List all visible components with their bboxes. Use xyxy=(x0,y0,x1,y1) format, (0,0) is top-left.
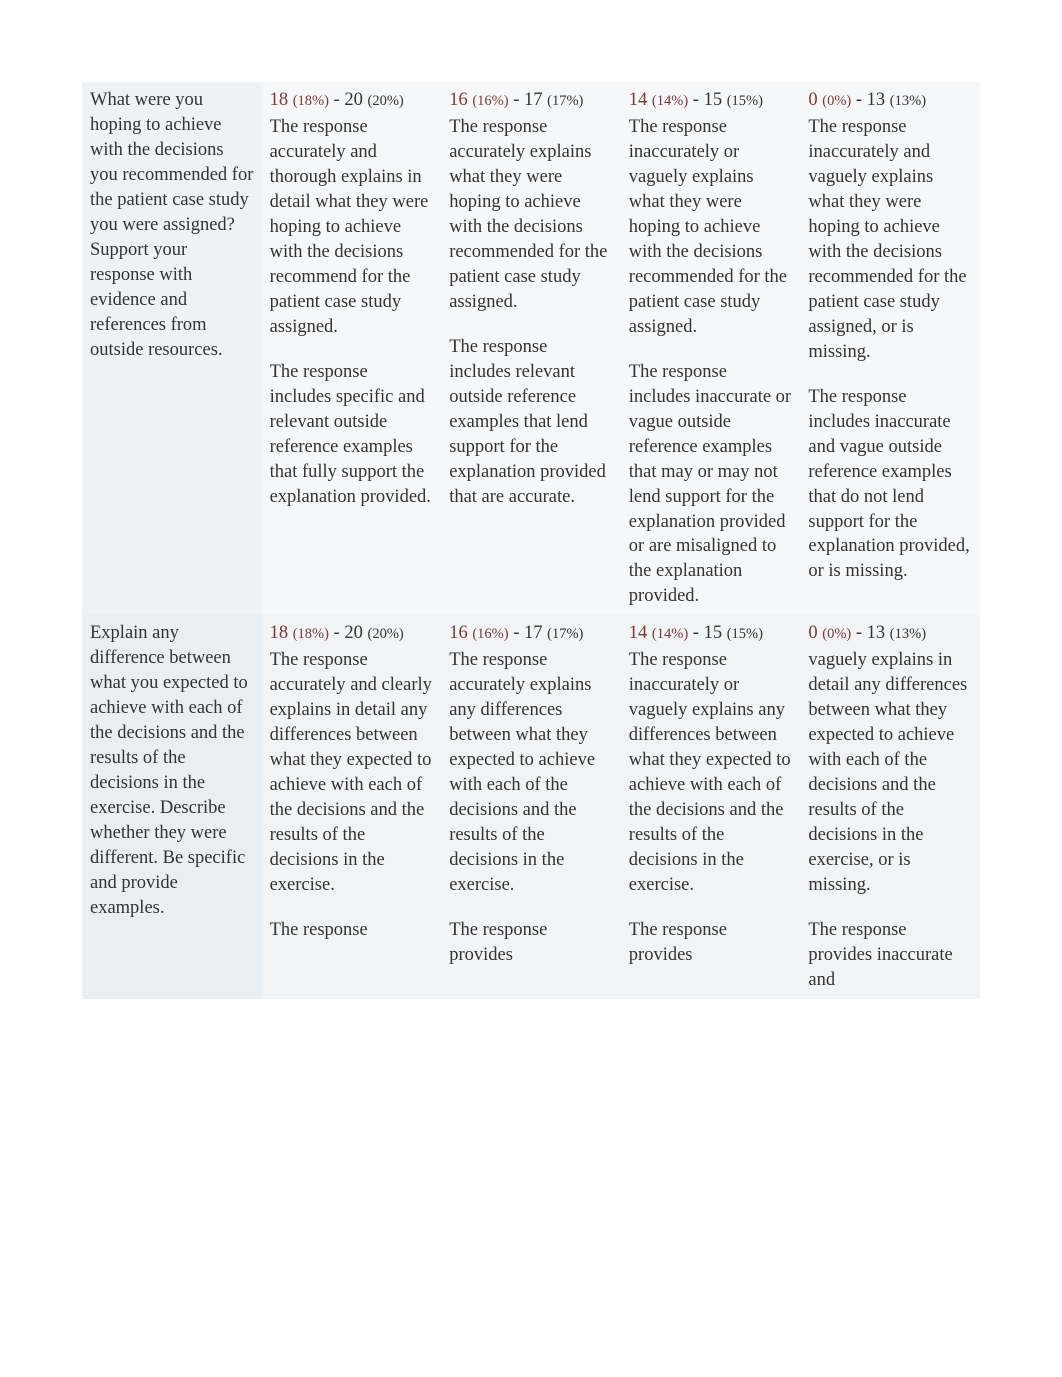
points-high-pct: (13%) xyxy=(890,626,926,642)
rubric-row: What were you hoping to achieve with the… xyxy=(82,82,980,615)
level-cell: 18 (18%) - 20 (20%)The response accurate… xyxy=(262,82,442,615)
description-paragraph: The response provides inaccurate and xyxy=(808,918,972,993)
points-low: 18 xyxy=(270,623,289,643)
level-cell: 18 (18%) - 20 (20%)The response accurate… xyxy=(262,615,442,999)
level-cell: 16 (16%) - 17 (17%)The response accurate… xyxy=(441,82,621,615)
description-paragraph: The response accurately and thorough exp… xyxy=(270,115,434,340)
description-paragraph: The response includes specific and relev… xyxy=(270,360,434,510)
points-low-pct: (16%) xyxy=(472,626,508,642)
score-range: 16 (16%) - 17 (17%) xyxy=(449,621,613,646)
points-high: 13 xyxy=(867,623,886,643)
points-low: 16 xyxy=(449,90,468,110)
range-dash: - xyxy=(851,623,866,643)
level-description: The response accurately explains any dif… xyxy=(449,648,613,968)
points-low: 0 xyxy=(808,90,817,110)
points-low: 0 xyxy=(808,623,817,643)
level-description: The response inaccurately or vaguely exp… xyxy=(629,115,793,609)
points-high: 15 xyxy=(704,623,723,643)
description-paragraph: The response accurately explains any dif… xyxy=(449,648,613,898)
criteria-cell: Explain any difference between what you … xyxy=(82,615,262,999)
score-range: 14 (14%) - 15 (15%) xyxy=(629,621,793,646)
points-high-pct: (20%) xyxy=(368,626,404,642)
description-paragraph: The response provides xyxy=(629,918,793,968)
level-description: The response inaccurately or vaguely exp… xyxy=(629,648,793,968)
points-low-pct: (18%) xyxy=(293,93,329,109)
points-high-pct: (17%) xyxy=(547,93,583,109)
level-description: vaguely explains in detail any differenc… xyxy=(808,648,972,993)
points-high: 13 xyxy=(867,90,886,110)
points-low-pct: (0%) xyxy=(822,626,851,642)
description-paragraph: The response accurately and clearly expl… xyxy=(270,648,434,898)
points-high: 17 xyxy=(524,90,543,110)
description-paragraph: The response inaccurately and vaguely ex… xyxy=(808,115,972,365)
points-low-pct: (18%) xyxy=(293,626,329,642)
score-range: 14 (14%) - 15 (15%) xyxy=(629,88,793,113)
points-low: 14 xyxy=(629,623,648,643)
level-description: The response accurately and clearly expl… xyxy=(270,648,434,943)
points-low: 18 xyxy=(270,90,289,110)
score-range: 0 (0%) - 13 (13%) xyxy=(808,621,972,646)
level-cell: 0 (0%) - 13 (13%)vaguely explains in det… xyxy=(800,615,980,999)
range-dash: - xyxy=(509,90,524,110)
rubric-row: Explain any difference between what you … xyxy=(82,615,980,999)
points-high-pct: (15%) xyxy=(727,93,763,109)
score-range: 18 (18%) - 20 (20%) xyxy=(270,88,434,113)
points-high-pct: (17%) xyxy=(547,626,583,642)
points-low-pct: (16%) xyxy=(472,93,508,109)
range-dash: - xyxy=(688,623,703,643)
points-high: 20 xyxy=(344,623,363,643)
score-range: 18 (18%) - 20 (20%) xyxy=(270,621,434,646)
points-low-pct: (14%) xyxy=(652,93,688,109)
description-paragraph: The response includes inaccurate and vag… xyxy=(808,385,972,585)
description-paragraph: The response inaccurately or vaguely exp… xyxy=(629,115,793,340)
points-low-pct: (14%) xyxy=(652,626,688,642)
points-high: 20 xyxy=(344,90,363,110)
level-description: The response inaccurately and vaguely ex… xyxy=(808,115,972,584)
level-cell: 16 (16%) - 17 (17%)The response accurate… xyxy=(441,615,621,999)
description-paragraph: The response inaccurately or vaguely exp… xyxy=(629,648,793,898)
level-cell: 0 (0%) - 13 (13%)The response inaccurate… xyxy=(800,82,980,615)
range-dash: - xyxy=(688,90,703,110)
description-paragraph: The response provides xyxy=(449,918,613,968)
rubric-table: What were you hoping to achieve with the… xyxy=(82,82,980,999)
points-high-pct: (15%) xyxy=(727,626,763,642)
level-description: The response accurately explains what th… xyxy=(449,115,613,510)
rubric-page: What were you hoping to achieve with the… xyxy=(0,0,1062,999)
description-paragraph: The response accurately explains what th… xyxy=(449,115,613,315)
level-cell: 14 (14%) - 15 (15%)The response inaccura… xyxy=(621,615,801,999)
range-dash: - xyxy=(329,623,344,643)
description-paragraph: The response includes inaccurate or vagu… xyxy=(629,360,793,610)
points-low: 14 xyxy=(629,90,648,110)
points-low: 16 xyxy=(449,623,468,643)
level-description: The response accurately and thorough exp… xyxy=(270,115,434,510)
score-range: 16 (16%) - 17 (17%) xyxy=(449,88,613,113)
criteria-cell: What were you hoping to achieve with the… xyxy=(82,82,262,615)
description-paragraph: The response xyxy=(270,918,434,943)
description-paragraph: vaguely explains in detail any differenc… xyxy=(808,648,972,898)
score-range: 0 (0%) - 13 (13%) xyxy=(808,88,972,113)
points-high: 17 xyxy=(524,623,543,643)
range-dash: - xyxy=(329,90,344,110)
points-high-pct: (20%) xyxy=(368,93,404,109)
description-paragraph: The response includes relevant outside r… xyxy=(449,335,613,510)
points-low-pct: (0%) xyxy=(822,93,851,109)
range-dash: - xyxy=(851,90,866,110)
range-dash: - xyxy=(509,623,524,643)
level-cell: 14 (14%) - 15 (15%)The response inaccura… xyxy=(621,82,801,615)
points-high-pct: (13%) xyxy=(890,93,926,109)
points-high: 15 xyxy=(704,90,723,110)
